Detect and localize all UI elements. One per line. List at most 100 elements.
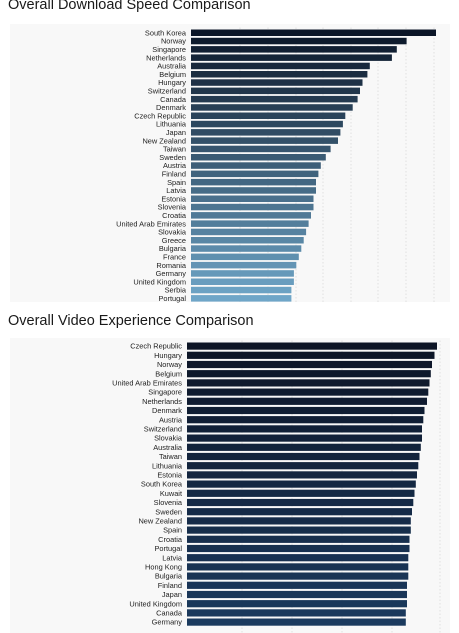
video-category-label: Sweden [155, 507, 182, 516]
video-bar [187, 572, 409, 580]
download-bar [191, 95, 358, 103]
video-bar [187, 554, 409, 562]
download-category-label: United Arab Emirates [116, 219, 186, 228]
video-bar [187, 600, 407, 608]
video-category-label: Slovenia [154, 498, 183, 507]
download-bar [191, 295, 292, 302]
download-bar [191, 71, 368, 78]
download-bar [191, 145, 331, 153]
download-category-label: Belgium [159, 70, 186, 79]
download-category-label: Bulgaria [159, 244, 187, 253]
download-category-label: Slovenia [158, 203, 187, 212]
video-category-label: Finland [158, 581, 182, 590]
download-bar [191, 212, 311, 219]
download-bar [191, 104, 353, 111]
download-category-label: Romania [156, 261, 186, 270]
video-category-label: Latvia [162, 553, 183, 562]
video-category-label: Switzerland [144, 425, 182, 434]
download-bar [191, 220, 309, 227]
download-bar [191, 54, 392, 61]
download-bar [191, 187, 316, 194]
download-bar [191, 162, 321, 169]
download-category-label: Denmark [156, 103, 186, 112]
video-bar [187, 609, 406, 617]
video-bar [187, 406, 425, 415]
video-category-label: Czech Republic [130, 342, 182, 351]
download-bar [191, 62, 370, 70]
download-category-label: France [163, 252, 186, 261]
video-category-label: Germany [152, 618, 183, 627]
video-bar [187, 342, 437, 350]
video-bar [187, 590, 407, 599]
download-bar [191, 154, 326, 161]
video-category-label: South Korea [141, 480, 183, 489]
video-category-label: Estonia [157, 471, 183, 480]
video-bar [187, 618, 406, 626]
download-category-label: Greece [162, 236, 186, 245]
video-category-label: Spain [163, 526, 182, 535]
video-bar [187, 360, 432, 369]
video-bar [187, 508, 412, 516]
download-category-label: Portugal [158, 294, 186, 303]
video-bar [187, 544, 410, 553]
download-category-label: Australia [157, 62, 187, 71]
download-category-label: Czech Republic [134, 111, 186, 120]
video-category-label: Taiwan [159, 452, 182, 461]
download-bar [191, 137, 338, 144]
download-bar [191, 37, 407, 45]
download-category-label: Serbia [165, 286, 187, 295]
video-bar [187, 452, 420, 461]
download-category-label: Germany [156, 269, 187, 278]
video-category-label: Norway [157, 360, 182, 369]
download-bar [191, 46, 397, 53]
video-bar [187, 471, 417, 479]
video-category-label: Hungary [154, 351, 182, 360]
video-bar [187, 379, 430, 387]
video-category-label: Portugal [154, 544, 182, 553]
download-bar [191, 112, 346, 119]
video-category-label: United Arab Emirates [112, 379, 182, 388]
video-category-label: Belgium [155, 369, 182, 378]
download-speed-chart-title: Overall Download Speed Comparison [8, 0, 251, 13]
video-category-label: Slovakia [154, 434, 183, 443]
video-bar [187, 425, 422, 433]
download-bar [191, 203, 314, 211]
video-bar [187, 462, 419, 470]
video-category-label: Kuwait [160, 489, 182, 498]
video-category-label: New Zealand [138, 517, 182, 526]
video-bar [187, 351, 435, 359]
download-category-label: Switzerland [148, 86, 186, 95]
video-category-label: Japan [162, 590, 182, 599]
video-bar [187, 397, 427, 405]
video-bar [187, 416, 424, 424]
video-bar [187, 388, 429, 396]
video-bar [187, 443, 421, 451]
download-bar [191, 270, 294, 277]
download-category-label: Singapore [152, 45, 186, 54]
video-category-label: Singapore [148, 388, 182, 397]
download-category-label: Taiwan [163, 145, 186, 154]
video-category-label: Australia [153, 443, 183, 452]
video-bar [187, 517, 411, 525]
download-category-label: Lithuania [156, 120, 187, 129]
video-bar [187, 526, 411, 534]
video-experience-chart-title: Overall Video Experience Comparison [8, 313, 254, 329]
download-category-label: Japan [166, 128, 186, 137]
download-category-label: Sweden [159, 153, 186, 162]
download-bar [191, 237, 304, 244]
download-category-label: United Kingdom [133, 277, 186, 286]
video-bar [187, 489, 415, 497]
download-category-label: South Korea [145, 28, 187, 37]
video-bar [187, 434, 422, 442]
download-bar [191, 87, 360, 95]
download-category-label: Austria [163, 161, 187, 170]
download-bar [191, 178, 316, 186]
download-category-label: Netherlands [146, 53, 186, 62]
download-category-label: Hungary [158, 78, 186, 87]
video-bar [187, 535, 410, 543]
download-bar [191, 228, 307, 236]
download-bar [191, 245, 302, 252]
download-bar [191, 29, 436, 36]
video-bar [187, 480, 416, 488]
